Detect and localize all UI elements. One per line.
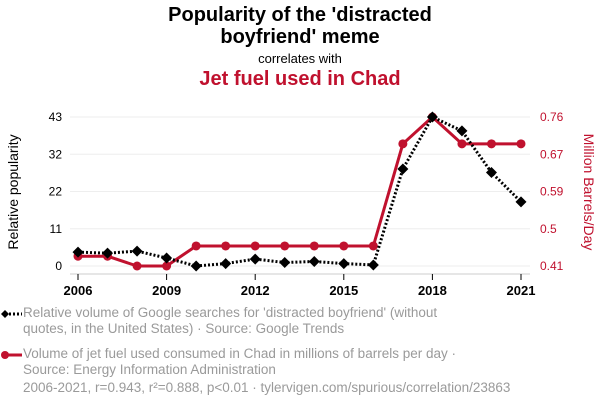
series-jet-fuel-point [191,241,201,251]
series-google-searches-point [279,257,291,269]
y-right-tick-label: 0.41 [540,259,564,273]
series-google-searches-point [102,247,114,259]
y-left-tick-label: 11 [50,222,63,236]
x-tick-label: 2012 [241,283,270,298]
y-left-tick-label: 22 [49,185,63,199]
chart-title: Popularity of the 'distracted boyfriend'… [0,4,600,48]
legend-series1-line1: Relative volume of Google searches for '… [23,305,438,320]
series-jet-fuel-point [221,241,231,251]
y-axis-left: 0 11 22 32 43 [49,110,63,273]
x-tick-label: 2021 [507,283,536,298]
series-google-searches-point [131,245,143,257]
series-google-searches-point [426,111,438,123]
x-tick-label: 2009 [152,283,181,298]
series-google-searches-point [249,253,261,265]
series-google-searches-point [367,259,379,271]
y-axis-left-label: Relative popularity [5,134,21,249]
gridlines [70,116,530,267]
y-left-tick-label: 43 [49,110,63,124]
y-left-tick-label: 0 [55,259,62,273]
series-jet-fuel-point [132,261,142,271]
y-left-tick-label: 32 [49,147,63,161]
series-google-searches-point [220,258,232,270]
series-jet-fuel-point [486,139,496,149]
series-jet-fuel-point [280,241,290,251]
y-right-tick-label: 0.59 [540,185,564,199]
chart-footer: 2006-2021, r=0.943, r²=0.888, p<0.01 · t… [23,380,511,395]
y-axis-right: 0.41 0.5 0.59 0.67 0.76 [540,110,564,273]
y-right-tick-label: 0.5 [540,222,557,236]
series-jet-fuel-line [78,115,521,268]
series-google-searches-point [161,252,173,264]
chart-title-line2: boyfriend' meme [220,26,380,48]
series-google-searches-point [456,125,468,137]
series-jet-fuel-point [516,139,526,149]
series-jet-fuel-point [309,241,319,251]
legend-series2-line1: Volume of jet fuel used consumed in Chad… [23,346,456,361]
chart-title-secondary: Jet fuel used in Chad [199,68,401,90]
y-right-tick-label: 0.67 [540,147,564,161]
legend-series1-line2: quotes, in the United States) · Source: … [23,321,345,336]
series-google-searches-point [515,196,527,208]
series-google-searches-point [397,163,409,175]
x-tick-label: 2018 [418,283,447,298]
series-google-searches-point [338,258,350,270]
x-axis: 2006 2009 2012 2015 2018 2021 [64,273,536,298]
y-axis-right-label: Million Barrels/Day [581,134,597,251]
series-layer [72,111,527,272]
legend-swatch-line-circle-icon [1,351,22,359]
series-google-searches-point [308,255,320,267]
series-google-searches-point [485,166,497,178]
series-jet-fuel-point [398,139,408,149]
x-tick-label: 2015 [329,283,358,298]
chart-title-line1: Popularity of the 'distracted [168,4,432,26]
series-jet-fuel-point [339,241,349,251]
series-jet-fuel-point [162,261,172,271]
series-jet-fuel-point [250,241,260,251]
series-google-searches-point [190,260,202,272]
series-jet-fuel-point [457,139,467,149]
y-right-tick-label: 0.76 [540,110,564,124]
x-tick-label: 2006 [64,283,93,298]
series-google-searches-point [72,246,84,258]
legend-series2-line2: Source: Energy Information Administratio… [23,362,276,377]
legend-swatch-dotted-diamond-icon [1,310,22,318]
chart-subtitle: correlates with [258,51,342,66]
series-google-searches-line [77,115,523,268]
series-jet-fuel-point [368,241,378,251]
